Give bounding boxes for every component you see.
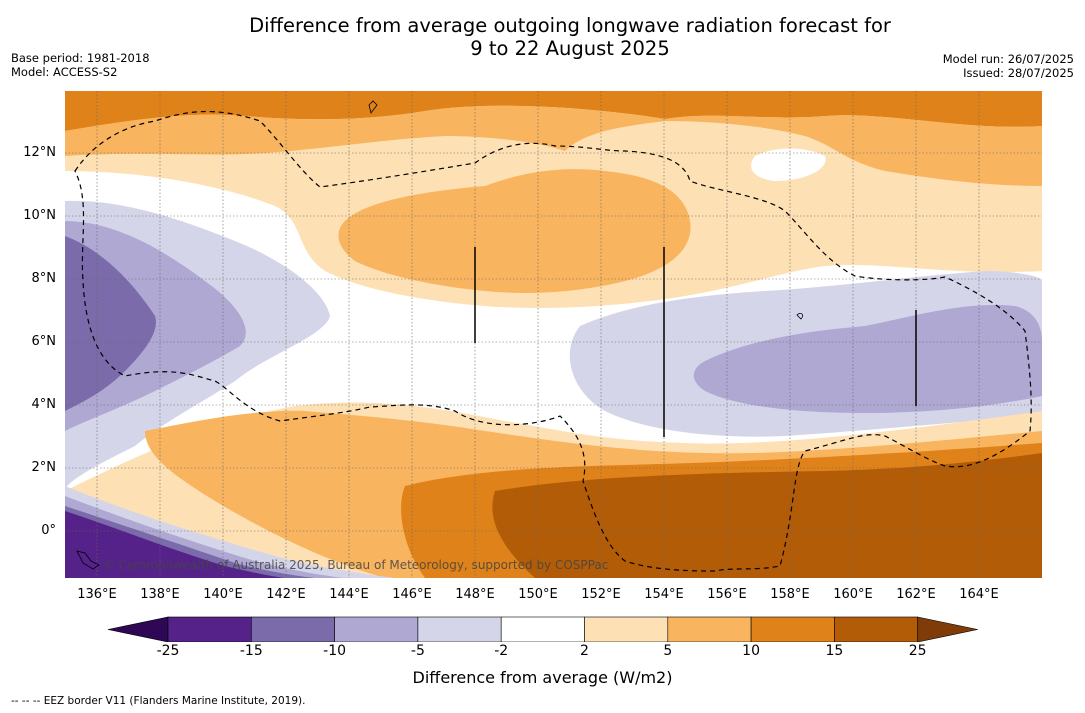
lon-label-158e: 158°E [770,587,810,602]
lat-label-6n: 6°N [31,334,57,349]
lon-label-136e: 136°E [77,587,117,602]
colorbar-tick-label: -5 [410,643,425,659]
colorbar-tick-label: 25 [908,643,927,659]
colorbar-tick-label: -2 [494,643,509,659]
contour-10-15-north [65,91,1042,131]
colorbar-segment [167,616,252,642]
legend-title: Difference from average (W/m2) [412,668,673,687]
eez-border [74,110,1032,572]
lon-label-138e: 138°E [140,587,180,602]
colorbar-extend-high [917,616,978,642]
lon-label-154e: 154°E [644,587,684,602]
map-gridlines [65,91,1042,578]
lat-label-12n: 12°N [23,145,56,160]
contour-neutral-patch [751,148,826,181]
lon-label-144e: 144°E [329,587,369,602]
map-svg [65,91,1042,578]
lon-label-164e: 164°E [959,587,999,602]
lat-label-2n: 2°N [31,460,57,475]
lon-label-152e: 152°E [581,587,621,602]
colorbar-tick-label: 15 [825,643,844,659]
lat-label-8n: 8°N [31,271,57,286]
lon-label-140e: 140°E [203,587,243,602]
colorbar-tick-label: 5 [663,643,673,659]
contour-15-25-south [492,453,1042,578]
colorbar [107,616,978,642]
colorbar-segments [107,616,978,642]
issued-date: Issued: 28/07/2025 [963,66,1074,80]
colorbar-segment [251,616,335,642]
model-run: Model run: 26/07/2025 [942,52,1074,66]
lon-label-142e: 142°E [266,587,306,602]
base-period: Base period: 1981-2018 [11,51,150,65]
colorbar-tick-label: 2 [580,643,589,659]
lon-label-148e: 148°E [455,587,495,602]
lon-label-160e: 160°E [833,587,873,602]
contour-5-10-central [338,169,691,293]
islands [76,100,804,570]
contour-neg-10-15-west [65,236,156,411]
lon-label-146e: 146°E [392,587,432,602]
title-line-2: 9 to 22 August 2025 [470,37,670,60]
forecast-map [65,91,1042,578]
colorbar-tick-label: -25 [156,643,180,659]
colorbar-tick-label: 10 [742,643,760,659]
colorbar-tick-label: -15 [239,643,263,659]
map-title: Difference from average outgoing longwav… [0,14,1085,60]
colorbar-segment [667,616,752,642]
colorbar-segment [417,616,502,642]
eez-footnote: -- -- -- EEZ border V11 (Flanders Marine… [11,695,306,707]
model-name: Model: ACCESS-S2 [11,65,118,79]
title-line-1: Difference from average outgoing longwav… [249,14,891,37]
lon-label-150e: 150°E [518,587,558,602]
copyright-notice: © Commonwealth of Australia 2025, Bureau… [103,558,609,572]
colorbar-segment [834,616,919,642]
colorbar-extend-low [107,616,169,642]
lat-label-10n: 10°N [23,208,56,223]
lat-label-0: 0° [41,523,56,538]
colorbar-segment [334,616,419,642]
meta-left: Base period: 1981-2018 Model: ACCESS-S2 [11,51,150,79]
lat-label-4n: 4°N [31,397,57,412]
meta-right: Model run: 26/07/2025 Issued: 28/07/2025 [943,52,1074,80]
lon-label-162e: 162°E [896,587,936,602]
colorbar-tick-label: -10 [323,643,347,659]
eez-markers [474,247,917,437]
lon-label-156e: 156°E [707,587,747,602]
colorbar-segment [750,616,835,642]
colorbar-segment [584,616,669,642]
colorbar-segment [500,616,585,642]
contour-neg-15-25-southwest [65,511,285,578]
contour-neg-5-10-east [693,305,1042,413]
